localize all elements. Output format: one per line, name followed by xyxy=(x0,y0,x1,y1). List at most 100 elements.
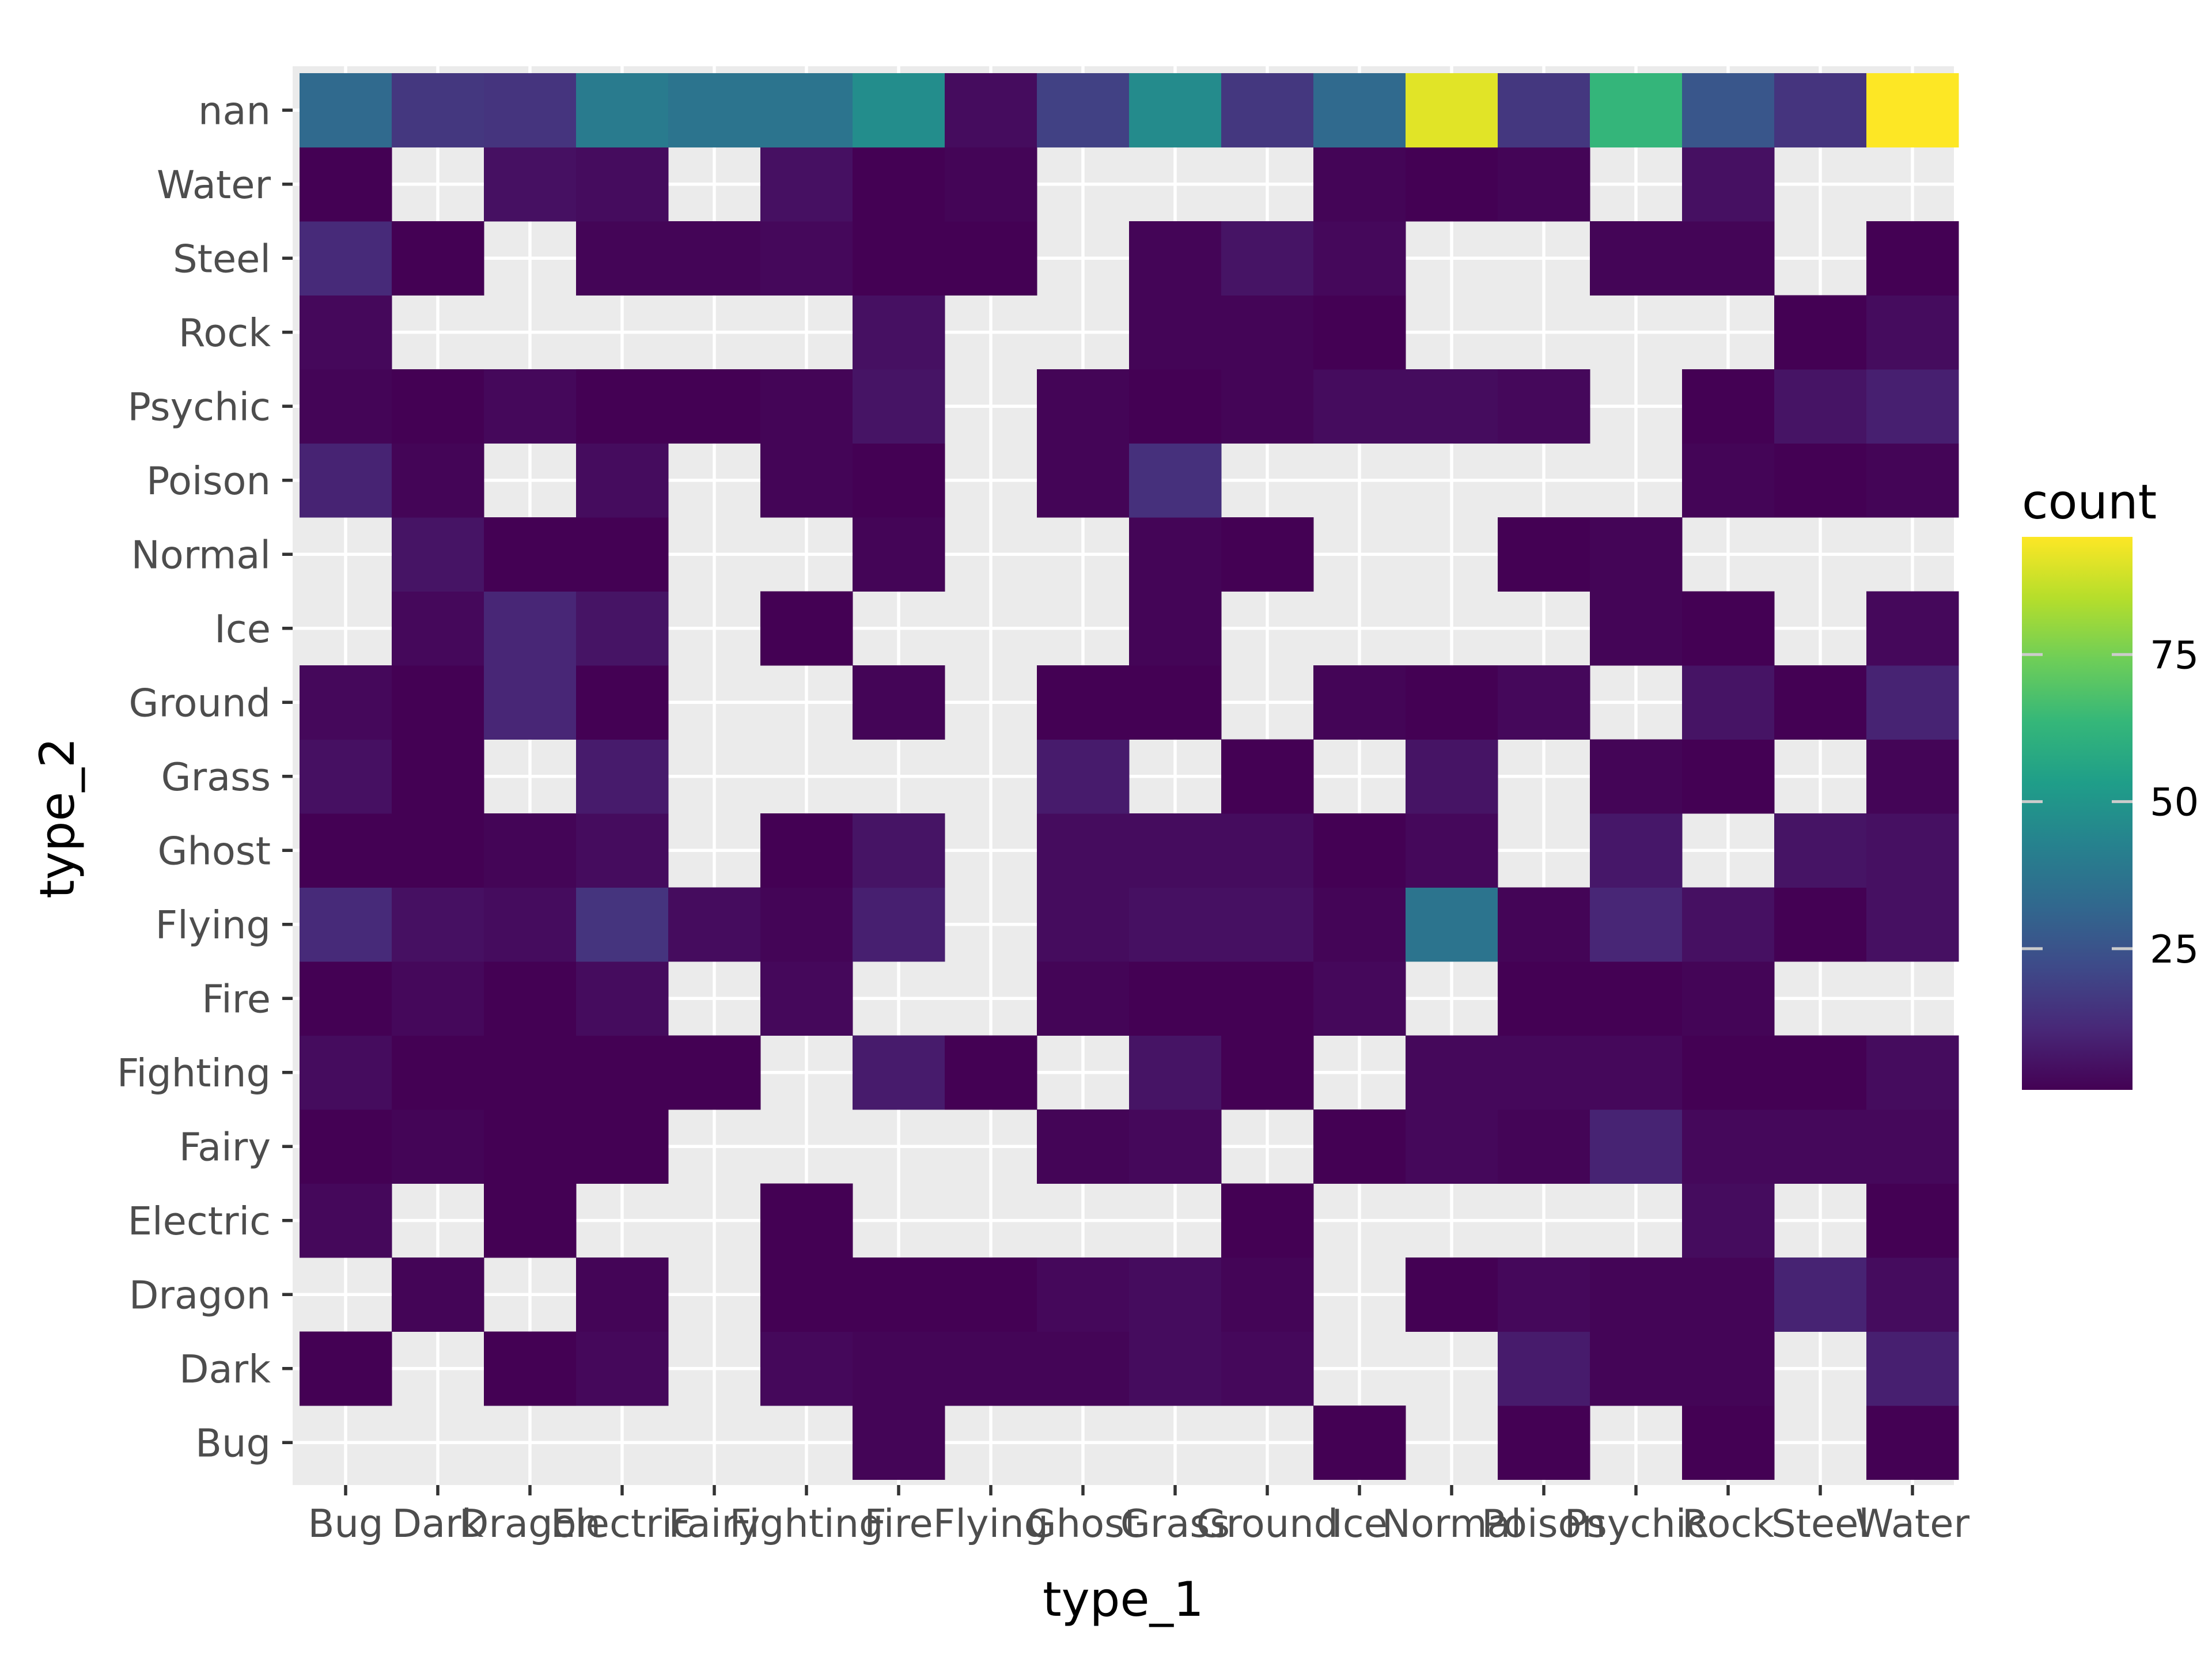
heatmap-cell xyxy=(853,221,945,296)
heatmap-cell xyxy=(1682,887,1775,962)
heatmap-cell xyxy=(760,961,853,1036)
heatmap-cell xyxy=(1498,1109,1590,1184)
heatmap-cell xyxy=(576,665,669,740)
heatmap-cell xyxy=(1866,1183,1959,1258)
heatmap-cell xyxy=(1037,1109,1130,1184)
y-tick-label: Flying xyxy=(156,903,271,948)
y-tick-label: Psychic xyxy=(127,384,271,429)
heatmap-cell xyxy=(300,1183,392,1258)
heatmap-cell xyxy=(1221,961,1314,1036)
heatmap-cell xyxy=(1774,887,1867,962)
heatmap-cell xyxy=(1037,739,1130,814)
heatmap-cell xyxy=(1221,369,1314,444)
heatmap-cell xyxy=(1866,1406,1959,1480)
heatmap-cell xyxy=(300,1109,392,1184)
heatmap-cell xyxy=(1129,221,1222,296)
heatmap-cell xyxy=(1406,887,1498,962)
heatmap-cell xyxy=(1866,1035,1959,1110)
heatmap-cell xyxy=(1129,813,1222,888)
colorbar-tick-label: 50 xyxy=(2150,780,2199,825)
heatmap-cell xyxy=(300,739,392,814)
heatmap-cell xyxy=(1774,1257,1867,1332)
heatmap-cell xyxy=(1682,147,1775,222)
heatmap-cell xyxy=(576,1257,669,1332)
heatmap-cell xyxy=(945,147,1037,222)
heatmap-cell xyxy=(1221,221,1314,296)
heatmap-cell xyxy=(1590,1331,1683,1406)
heatmap-cell xyxy=(1406,369,1498,444)
heatmap-cell xyxy=(1221,813,1314,888)
heatmap-cell xyxy=(1682,73,1775,147)
heatmap-cell xyxy=(853,665,945,740)
heatmap-cell xyxy=(1313,147,1406,222)
heatmap-cell xyxy=(1406,1257,1498,1332)
heatmap-cell xyxy=(576,591,669,666)
heatmap-cell xyxy=(1774,1109,1867,1184)
heatmap-cell xyxy=(853,813,945,888)
heatmap-cell xyxy=(853,1257,945,1332)
y-tick-label: Dragon xyxy=(129,1272,271,1317)
heatmap-cell xyxy=(1129,887,1222,962)
heatmap-cell xyxy=(392,73,484,147)
heatmap-cell xyxy=(576,1331,669,1406)
heatmap-cell xyxy=(1774,73,1867,147)
x-tick-label: Dark xyxy=(392,1501,484,1546)
x-tick-label: Electric xyxy=(551,1501,694,1546)
x-tick-label: Flying xyxy=(933,1501,1048,1546)
colorbar xyxy=(2022,537,2133,1090)
heatmap-cell xyxy=(1498,961,1590,1036)
heatmap-cell xyxy=(300,665,392,740)
heatmap-cell xyxy=(1498,73,1590,147)
heatmap-cell xyxy=(853,1331,945,1406)
heatmap-cell xyxy=(668,369,761,444)
heatmap-cell xyxy=(1590,1035,1683,1110)
heatmap-cell xyxy=(1590,517,1683,592)
heatmap-cell xyxy=(760,147,853,222)
heatmap-cell xyxy=(853,517,945,592)
heatmap-cell xyxy=(1682,591,1775,666)
heatmap-cells xyxy=(300,73,1959,1480)
x-tick-label: Ground xyxy=(1196,1501,1338,1546)
heatmap-cell xyxy=(760,443,853,518)
heatmap-cell xyxy=(1866,73,1959,147)
heatmap-cell xyxy=(1313,369,1406,444)
heatmap-cell xyxy=(484,1035,577,1110)
heatmap-cell xyxy=(300,369,392,444)
heatmap-cell xyxy=(484,1109,577,1184)
heatmap-cell xyxy=(1590,591,1683,666)
heatmap-cell xyxy=(484,73,577,147)
y-tick-label: Normal xyxy=(131,532,271,577)
heatmap-cell xyxy=(1866,221,1959,296)
heatmap-cell xyxy=(1682,221,1775,296)
heatmap-cell xyxy=(853,73,945,147)
heatmap-cell xyxy=(1774,369,1867,444)
heatmap-cell xyxy=(853,295,945,370)
heatmap-cell xyxy=(1866,369,1959,444)
heatmap-cell xyxy=(853,1406,945,1480)
heatmap-cell xyxy=(576,739,669,814)
heatmap-cell xyxy=(668,887,761,962)
heatmap-cell xyxy=(392,813,484,888)
heatmap-cell xyxy=(1313,73,1406,147)
heatmap-cell xyxy=(300,147,392,222)
heatmap-cell xyxy=(1129,665,1222,740)
heatmap-cell xyxy=(1682,961,1775,1036)
heatmap-cell xyxy=(576,147,669,222)
heatmap-cell xyxy=(484,665,577,740)
heatmap-cell xyxy=(1313,221,1406,296)
x-tick-label: Poison xyxy=(1482,1501,1606,1546)
heatmap-cell xyxy=(392,1035,484,1110)
heatmap-cell xyxy=(392,443,484,518)
colorbar-legend: count 25 50 75 xyxy=(2022,474,2199,1090)
x-tick-label: Steel xyxy=(1771,1501,1869,1546)
heatmap-cell xyxy=(853,147,945,222)
heatmap-cell xyxy=(760,1183,853,1258)
colorbar-title: count xyxy=(2022,474,2157,530)
heatmap-cell xyxy=(484,887,577,962)
heatmap-cell xyxy=(1037,369,1130,444)
heatmap-cell xyxy=(1313,813,1406,888)
heatmap-cell xyxy=(853,887,945,962)
x-tick-label: Normal xyxy=(1382,1501,1521,1546)
heatmap-cell xyxy=(1313,887,1406,962)
